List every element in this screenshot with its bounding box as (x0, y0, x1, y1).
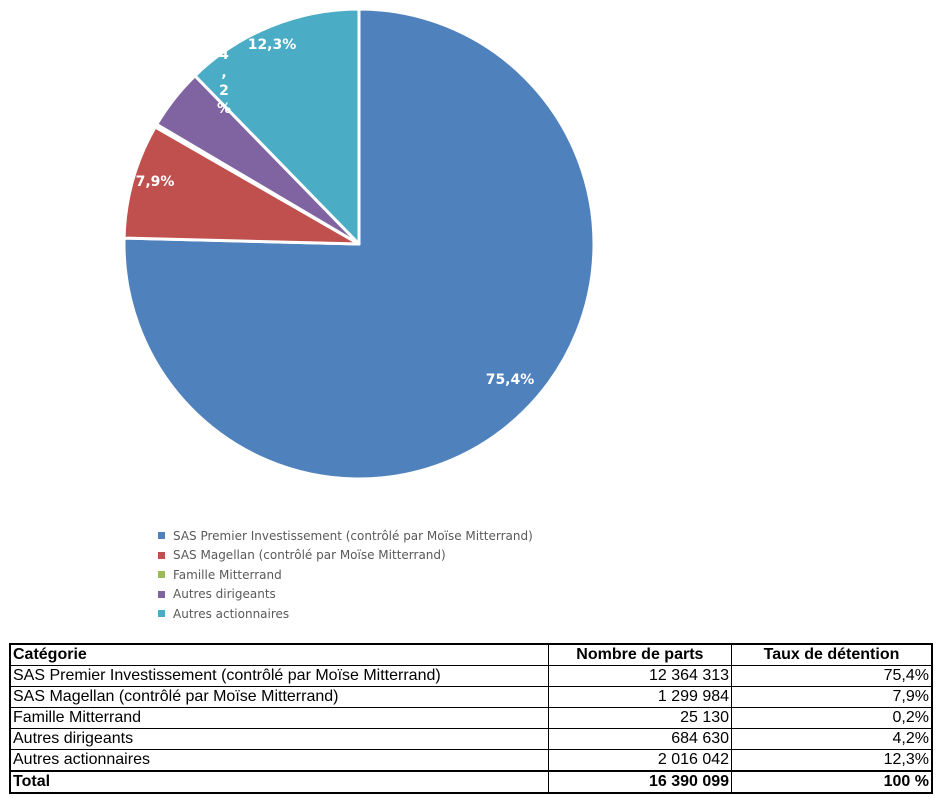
cell-shares: 2 016 042 (547, 749, 733, 772)
column-header-ownership: Taux de détention (731, 643, 933, 666)
legend-label: Famille Mitterrand (173, 567, 282, 582)
cell-total-ownership: 100 % (731, 770, 933, 794)
legend-item: Autres actionnaires (158, 604, 533, 624)
table-row: SAS Magellan (contrôlé par Moïse Mitterr… (9, 686, 933, 708)
table-row: Famille Mitterrand 25 130 0,2% (9, 707, 933, 729)
cell-shares: 1 299 984 (547, 686, 733, 708)
legend-label: SAS Magellan (contrôlé par Moïse Mitterr… (173, 548, 446, 563)
data-label: 7,9% (136, 174, 175, 190)
table-header-row: Catégorie Nombre de parts Taux de détent… (9, 643, 933, 666)
table-row: SAS Premier Investissement (contrôlé par… (9, 665, 933, 687)
cell-ownership: 75,4% (731, 665, 933, 687)
chart-legend: SAS Premier Investissement (contrôlé par… (158, 526, 533, 624)
legend-item: Autres dirigeants (158, 585, 533, 605)
cell-ownership: 7,9% (731, 686, 933, 708)
cell-category: SAS Premier Investissement (contrôlé par… (9, 665, 549, 687)
legend-swatch (158, 532, 165, 540)
legend-swatch (158, 551, 165, 559)
legend-label: Autres dirigeants (173, 587, 276, 602)
cell-ownership: 12,3% (731, 749, 933, 772)
cell-category: SAS Magellan (contrôlé par Moïse Mitterr… (9, 686, 549, 708)
cell-total-label: Total (9, 770, 549, 794)
cell-shares: 25 130 (547, 707, 733, 729)
shareholding-table: Catégorie Nombre de parts Taux de détent… (9, 643, 933, 794)
cell-shares: 12 364 313 (547, 665, 733, 687)
legend-label: Autres actionnaires (173, 606, 290, 621)
table-row: Autres dirigeants 684 630 4,2% (9, 728, 933, 750)
cell-category: Autres dirigeants (9, 728, 549, 750)
column-header-shares: Nombre de parts (547, 643, 733, 666)
column-header-category: Catégorie (9, 643, 549, 666)
data-label: 12,3% (248, 37, 297, 53)
data-label: 4, 2% (217, 47, 231, 117)
legend-item: SAS Premier Investissement (contrôlé par… (158, 526, 533, 546)
legend-label: SAS Premier Investissement (contrôlé par… (173, 528, 533, 543)
data-label: 75,4% (486, 372, 535, 388)
cell-shares: 684 630 (547, 728, 733, 750)
table-total-row: Total 16 390 099 100 % (9, 770, 933, 794)
legend-swatch (158, 610, 165, 618)
slice-sas-magellan (122, 125, 361, 246)
pie-chart: 75,4% 7,9% 4, 2 % 12,3% (122, 7, 596, 481)
cell-ownership: 4,2% (731, 728, 933, 750)
slice-autres-actionnaires (193, 7, 361, 246)
cell-category: Autres actionnaires (9, 749, 549, 772)
legend-item: Famille Mitterrand (158, 565, 533, 585)
legend-item: SAS Magellan (contrôlé par Moïse Mitterr… (158, 546, 533, 566)
legend-swatch (158, 571, 165, 579)
legend-swatch (158, 590, 165, 598)
cell-total-shares: 16 390 099 (547, 770, 733, 794)
cell-ownership: 0,2% (731, 707, 933, 729)
table-row: Autres actionnaires 2 016 042 12,3% (9, 749, 933, 772)
cell-category: Famille Mitterrand (9, 707, 549, 729)
